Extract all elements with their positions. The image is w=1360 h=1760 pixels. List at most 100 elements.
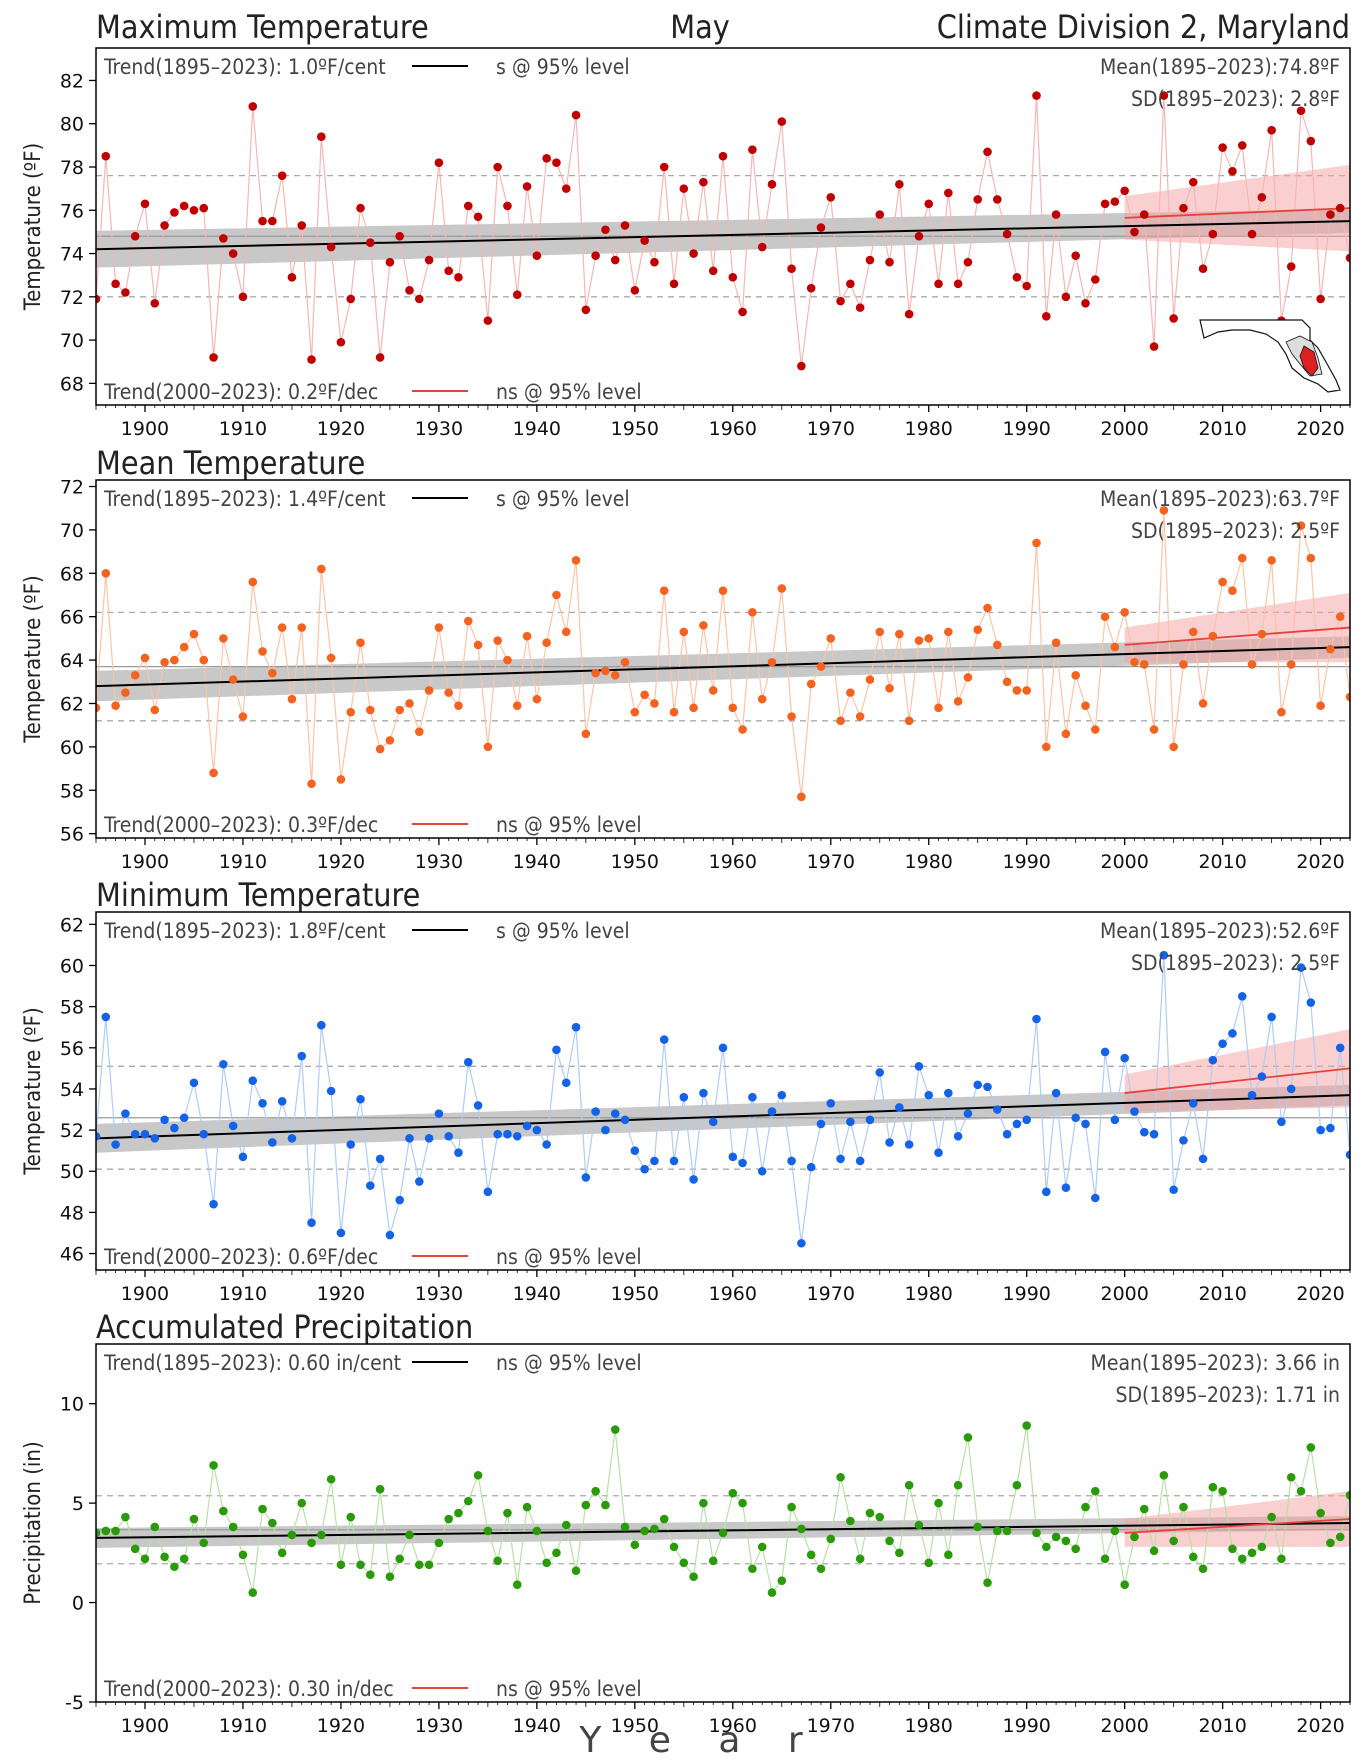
data-point-1962 — [748, 145, 757, 154]
x-tick-label: 1980 — [905, 418, 953, 440]
data-point-1983 — [953, 279, 963, 289]
data-point-1920 — [336, 1560, 346, 1570]
data-point-2008 — [1198, 264, 1208, 273]
data-point-1946 — [591, 668, 600, 678]
data-point-2023 — [1345, 253, 1350, 263]
data-point-1947 — [601, 1125, 610, 1135]
data-point-1986 — [983, 603, 992, 613]
data-point-1956 — [689, 703, 698, 713]
data-point-1940 — [532, 1125, 542, 1135]
data-point-1991 — [1032, 538, 1041, 548]
state-outline — [1199, 319, 1341, 393]
data-point-1903 — [170, 1123, 179, 1133]
data-point-1955 — [679, 184, 689, 193]
data-point-1956 — [689, 249, 698, 258]
x-tick-label: 1960 — [709, 1283, 757, 1305]
trend-recent-line — [1124, 1518, 1350, 1534]
data-point-2013 — [1247, 1548, 1257, 1558]
data-point-2019 — [1306, 998, 1316, 1007]
data-point-1992 — [1041, 1187, 1051, 1197]
x-tick-label: 1930 — [415, 418, 463, 440]
y-tick-label: 70 — [60, 330, 84, 352]
x-tick-label: 2010 — [1198, 851, 1246, 873]
data-point-1954 — [669, 1156, 679, 1166]
data-point-1922 — [356, 1560, 365, 1570]
data-point-2005 — [1169, 1185, 1178, 1195]
data-point-2006 — [1179, 1502, 1188, 1512]
annot-sd: SD(1895–2023): 1.71 in — [1115, 1383, 1340, 1407]
y-tick-label: 56 — [60, 1038, 84, 1060]
data-point-1896 — [101, 1526, 111, 1536]
data-point-1911 — [248, 102, 258, 111]
data-point-1962 — [748, 1092, 757, 1102]
data-point-1951 — [640, 236, 649, 245]
x-tick-label: 2010 — [1198, 1715, 1246, 1737]
x-tick-label: 1970 — [807, 418, 855, 440]
data-point-2002 — [1139, 1127, 1149, 1137]
data-point-1922 — [356, 203, 365, 213]
data-point-1952 — [650, 699, 659, 708]
data-point-1955 — [679, 627, 689, 637]
data-point-1980 — [924, 634, 934, 643]
data-point-1924 — [375, 1484, 385, 1494]
data-point-1895 — [96, 294, 101, 304]
data-point-1917 — [307, 1218, 316, 1227]
data-point-1921 — [346, 1512, 356, 1522]
data-point-1902 — [160, 221, 169, 230]
data-point-1930 — [434, 1538, 444, 1548]
data-point-1977 — [895, 629, 904, 639]
data-point-1993 — [1051, 638, 1061, 648]
data-point-1963 — [757, 242, 767, 252]
data-point-1963 — [757, 1166, 767, 1176]
data-point-1973 — [855, 303, 865, 312]
data-point-1931 — [444, 688, 453, 697]
x-tick-label: 1970 — [807, 1715, 855, 1737]
data-point-2003 — [1149, 342, 1159, 351]
data-point-1944 — [571, 110, 581, 120]
annot-sig-recent: ns @ 95% level — [496, 813, 642, 837]
data-point-1973 — [855, 1156, 865, 1166]
data-point-2017 — [1286, 1084, 1296, 1094]
trend-long-line — [96, 220, 1350, 251]
data-point-1968 — [806, 1162, 816, 1172]
x-tick-label: 1980 — [905, 1283, 953, 1305]
x-tick-label: 1900 — [121, 1283, 169, 1305]
data-point-1938 — [512, 1580, 522, 1589]
data-point-1916 — [297, 623, 307, 632]
data-point-1931 — [444, 1131, 453, 1141]
data-point-2004 — [1159, 950, 1169, 960]
data-point-1925 — [385, 257, 395, 267]
data-point-1927 — [405, 1530, 414, 1540]
data-point-1910 — [238, 1152, 248, 1162]
y-tick-label: 62 — [60, 693, 84, 715]
data-point-1906 — [199, 1538, 209, 1548]
x-tick-label: 2000 — [1100, 1283, 1148, 1305]
data-point-1976 — [885, 257, 894, 267]
data-point-1895 — [96, 703, 101, 713]
data-point-1976 — [885, 1138, 894, 1147]
data-point-2010 — [1218, 143, 1227, 152]
data-point-1984 — [963, 1433, 973, 1442]
trend-recent-line — [1124, 626, 1350, 646]
data-point-1898 — [121, 1109, 130, 1118]
data-point-1948 — [610, 1109, 620, 1118]
data-point-1931 — [444, 266, 453, 276]
data-point-1912 — [258, 647, 267, 656]
annot-trend-recent: Trend(2000–2023): 0.6ºF/dec — [103, 1245, 378, 1269]
data-point-1976 — [885, 1536, 894, 1546]
data-point-1917 — [307, 779, 316, 789]
data-point-1896 — [101, 1012, 111, 1022]
data-point-1962 — [748, 1564, 757, 1574]
data-point-1987 — [993, 640, 1002, 650]
x-tick-label: 1950 — [611, 418, 659, 440]
data-point-1979 — [914, 1520, 924, 1530]
data-point-1972 — [846, 688, 855, 697]
data-point-1950 — [630, 1146, 640, 1155]
data-point-1983 — [953, 697, 963, 706]
data-point-1932 — [454, 1148, 463, 1158]
data-point-1949 — [620, 1115, 630, 1125]
data-point-1947 — [601, 666, 610, 676]
data-point-1910 — [238, 292, 248, 302]
chart-panels: 68 70 72 74 76 78 80 82 Temperature (ºF) 1900 1910… — [21, 47, 1351, 1737]
